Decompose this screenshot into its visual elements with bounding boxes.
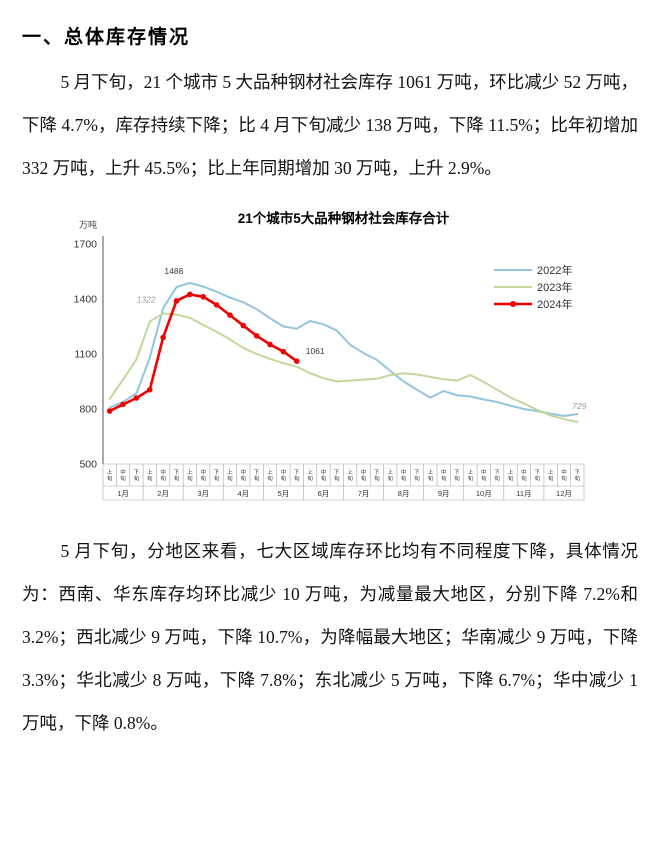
x-period-label: 上旬 <box>227 468 233 483</box>
series-marker <box>146 386 153 393</box>
series-marker <box>267 341 273 348</box>
series-marker <box>160 334 166 341</box>
x-period-label: 上旬 <box>187 468 193 483</box>
x-period-label: 下旬 <box>575 469 581 483</box>
x-period-label: 中旬 <box>200 468 206 483</box>
x-period-label: 中旬 <box>521 468 527 483</box>
x-period-label: 上旬 <box>548 468 554 483</box>
y-tick-label: 500 <box>79 459 97 471</box>
data-label: 1488 <box>164 266 183 276</box>
x-period-label: 中旬 <box>401 468 407 483</box>
x-period-label: 下旬 <box>254 469 260 483</box>
x-period-label: 中旬 <box>481 468 487 483</box>
series-line-2022年 <box>108 281 579 417</box>
x-month-label: 5月 <box>278 489 290 498</box>
x-period-label: 上旬 <box>307 468 313 483</box>
series-line-2023年 <box>108 312 579 424</box>
x-period-label: 上旬 <box>267 468 273 483</box>
series-marker <box>227 312 233 318</box>
series-marker <box>293 358 300 364</box>
x-period-label: 下旬 <box>174 469 180 483</box>
x-period-label: 中旬 <box>281 468 287 483</box>
x-period-label: 上旬 <box>347 468 353 483</box>
y-tick-label: 800 <box>79 404 97 416</box>
data-label: 1322 <box>137 294 156 304</box>
series-marker <box>200 294 207 300</box>
regional-paragraph: 5 月下旬，分地区来看，七大区域库存环比均有不同程度下降，具体情况为：西南、华东… <box>22 541 638 733</box>
x-period-label: 下旬 <box>414 469 420 483</box>
y-axis-unit: 万吨 <box>79 219 97 230</box>
legend-label: 2024年 <box>537 297 572 311</box>
x-month-label: 4月 <box>237 489 249 498</box>
series-marker <box>106 408 113 414</box>
legend-entry-2024年: 2024年 <box>494 297 572 311</box>
y-tick-label: 1100 <box>74 349 97 361</box>
series-marker <box>120 401 126 408</box>
x-month-label: 6月 <box>318 489 330 498</box>
x-month-label: 10月 <box>476 489 492 498</box>
summary-paragraph: 5 月下旬，21 个城市 5 大品种钢材社会库存 1061 万吨，环比减少 52… <box>22 72 638 178</box>
x-period-label: 下旬 <box>374 469 380 483</box>
chart-title: 21个城市5大品种钢材社会库存合计 <box>238 210 450 226</box>
x-period-label: 上旬 <box>468 468 474 483</box>
legend-label: 2023年 <box>537 280 572 294</box>
series-marker <box>173 298 180 304</box>
inventory-line-chart: 21个城市5大品种钢材社会库存合计万吨500800110014001700上旬中… <box>74 210 587 501</box>
y-tick-label: 1700 <box>74 239 98 251</box>
x-period-label: 中旬 <box>241 468 247 483</box>
x-period-label: 上旬 <box>428 468 434 483</box>
x-period-label: 上旬 <box>508 468 514 483</box>
x-month-label: 11月 <box>516 489 531 498</box>
x-axis-table <box>102 463 585 501</box>
x-period-label: 上旬 <box>388 468 394 483</box>
x-period-label: 中旬 <box>561 468 567 483</box>
x-month-label: 12月 <box>556 489 572 498</box>
x-period-label: 下旬 <box>494 469 500 483</box>
x-period-label: 中旬 <box>321 468 327 483</box>
series-marker <box>240 322 247 329</box>
x-period-label: 中旬 <box>361 468 367 483</box>
inventory-chart-container: 21个城市5大品种钢材社会库存合计 万吨 500 800 1100 1400 1700 上旬中… <box>58 206 658 518</box>
x-period-label: 下旬 <box>294 469 300 483</box>
x-period-label: 下旬 <box>134 469 140 483</box>
x-month-label: 3月 <box>197 489 209 498</box>
section-heading: 一、总体库存情况 <box>22 27 191 48</box>
x-month-label: 2月 <box>157 489 169 498</box>
x-period-label: 中旬 <box>120 468 126 483</box>
y-tick-label: 1400 <box>74 294 98 306</box>
x-period-label: 上旬 <box>107 468 113 483</box>
x-period-label: 中旬 <box>160 468 166 483</box>
series-marker <box>280 348 287 355</box>
x-period-label: 下旬 <box>214 469 220 483</box>
x-period-label: 下旬 <box>534 469 540 483</box>
legend-entry-2023年: 2023年 <box>494 280 572 294</box>
x-period-label: 下旬 <box>334 469 340 483</box>
x-month-label: 7月 <box>358 489 370 498</box>
x-period-label: 下旬 <box>454 469 460 483</box>
x-period-label: 上旬 <box>147 468 153 483</box>
legend-label: 2022年 <box>537 263 572 277</box>
x-period-label: 中旬 <box>441 468 447 483</box>
series-marker <box>133 395 140 401</box>
x-month-label: 9月 <box>438 489 450 498</box>
legend-entry-2022年: 2022年 <box>494 263 572 277</box>
x-month-label: 1月 <box>117 489 129 498</box>
x-month-label: 8月 <box>398 489 410 498</box>
series-marker <box>213 302 220 308</box>
data-label: 729 <box>572 401 586 411</box>
data-label: 1061 <box>306 346 325 356</box>
series-marker <box>187 291 193 298</box>
series-marker <box>253 333 260 339</box>
